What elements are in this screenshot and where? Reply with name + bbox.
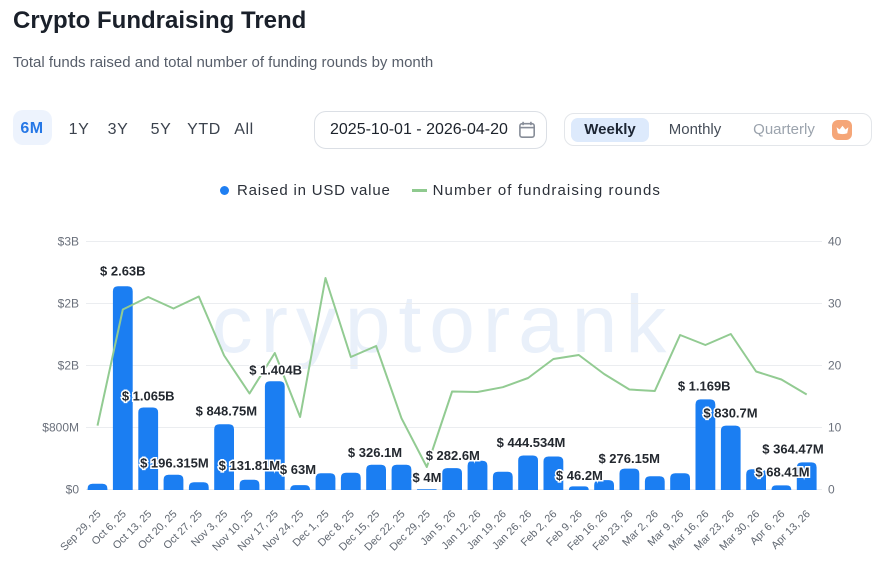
svg-text:$ 46.2M: $ 46.2M — [556, 468, 603, 483]
svg-text:$ 1.169B: $ 1.169B — [678, 378, 731, 393]
svg-text:30: 30 — [828, 297, 842, 311]
svg-text:$ 63M: $ 63M — [280, 462, 316, 477]
svg-text:cryptorank: cryptorank — [212, 279, 675, 370]
svg-text:$ 131.81M: $ 131.81M — [219, 458, 280, 473]
svg-text:$ 68.41M: $ 68.41M — [755, 465, 809, 480]
svg-text:$ 444.534M: $ 444.534M — [497, 435, 566, 450]
svg-text:40: 40 — [828, 235, 842, 249]
svg-text:$ 848.75M: $ 848.75M — [196, 404, 257, 419]
svg-text:$ 364.47M: $ 364.47M — [762, 442, 823, 457]
svg-text:$0: $0 — [66, 483, 80, 497]
svg-text:$ 1.065B: $ 1.065B — [122, 389, 175, 404]
svg-text:$ 1.404B: $ 1.404B — [249, 363, 302, 378]
svg-text:0: 0 — [828, 483, 835, 497]
svg-text:$ 276.15M: $ 276.15M — [598, 451, 659, 466]
svg-text:$ 2.63B: $ 2.63B — [100, 264, 146, 279]
svg-text:$ 282.6M: $ 282.6M — [426, 448, 480, 463]
svg-text:20: 20 — [828, 359, 842, 373]
svg-text:$ 4M: $ 4M — [413, 470, 442, 485]
svg-text:$2B: $2B — [58, 297, 79, 311]
svg-text:$ 326.1M: $ 326.1M — [348, 445, 402, 460]
svg-text:$800M: $800M — [42, 421, 79, 435]
svg-text:$ 196.315M: $ 196.315M — [140, 456, 209, 471]
svg-text:$2B: $2B — [58, 359, 79, 373]
svg-text:10: 10 — [828, 421, 842, 435]
svg-text:$ 830.7M: $ 830.7M — [703, 406, 757, 421]
svg-text:$3B: $3B — [58, 235, 79, 249]
